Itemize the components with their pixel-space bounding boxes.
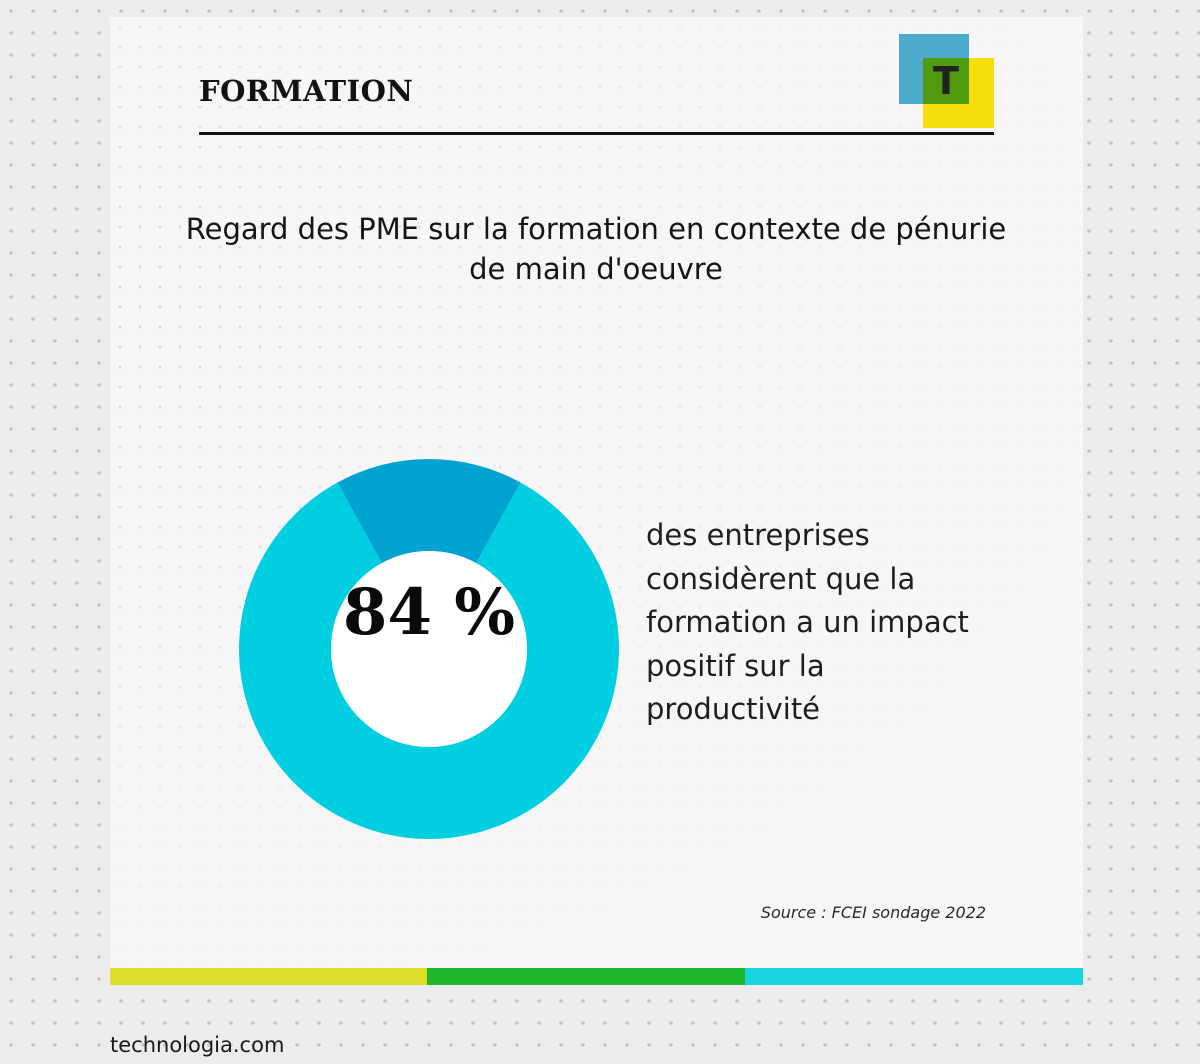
footer-bar-cyan	[745, 968, 1083, 985]
footer-bar-green	[427, 968, 745, 985]
statistic-description: des entreprises considèrent que la forma…	[646, 518, 969, 726]
donut-slice-1	[239, 482, 619, 839]
donut-slice-2	[337, 459, 521, 564]
source-note: Source : FCEI sondage 2022	[760, 903, 986, 922]
logo-green-square	[923, 58, 969, 104]
header-divider	[199, 132, 994, 135]
card-dot-pattern	[110, 17, 1083, 985]
section-title: FORMATION	[199, 74, 414, 108]
donut-chart	[239, 459, 619, 839]
footer-bar-yellow	[110, 968, 427, 985]
chart-title: Regard des PME sur la formation en conte…	[185, 212, 1007, 286]
donut-hole	[331, 551, 527, 747]
donut-center-value: 84 %	[342, 575, 516, 650]
website-link[interactable]: technologia.com	[110, 1033, 285, 1057]
technologia-logo: T	[899, 34, 994, 128]
logo-letter: T	[933, 59, 959, 103]
infographic-card: FORMATION T Regard des PME sur la format…	[110, 17, 1083, 985]
